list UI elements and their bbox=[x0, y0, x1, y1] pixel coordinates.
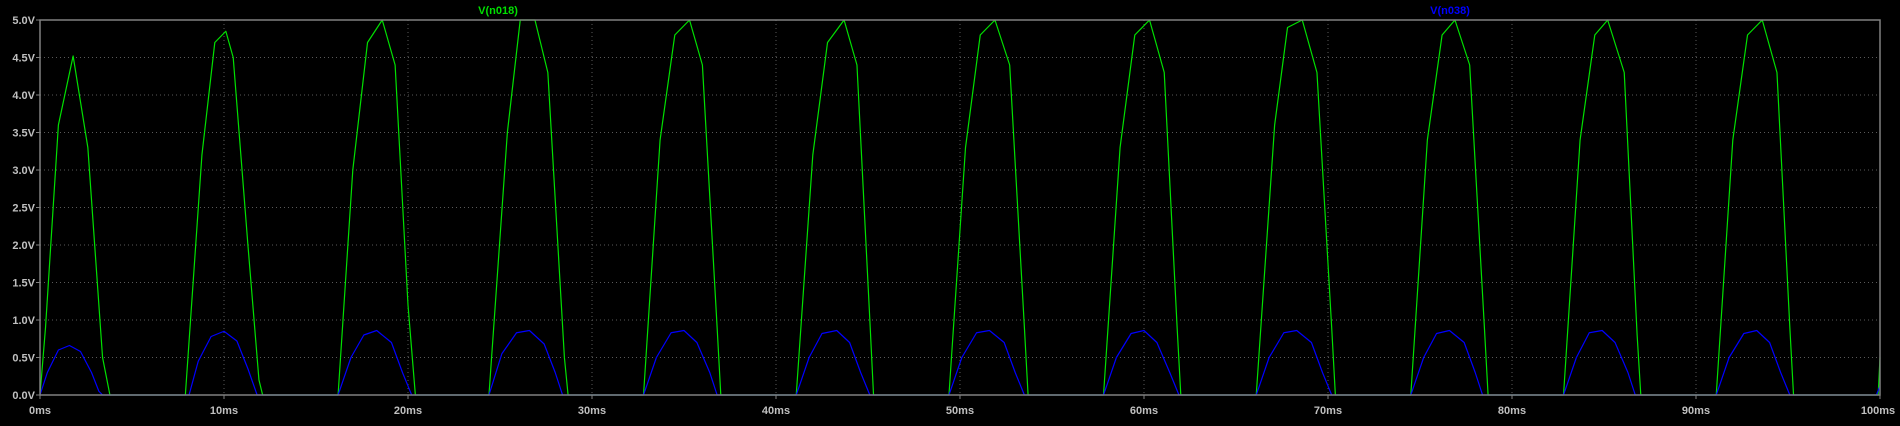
x-axis-tick-labels: 0ms 10ms 20ms 30ms 40ms 50ms 60ms 70ms 80ms 90ms 1… bbox=[29, 395, 1895, 417]
x-tick-label: 40ms bbox=[762, 405, 790, 417]
x-tick-label: 0ms bbox=[29, 405, 51, 417]
y-tick-label: 1.5V bbox=[12, 278, 35, 290]
y-tick-label: 0.5V bbox=[12, 353, 35, 365]
legend-entry[interactable]: V(n018) bbox=[478, 5, 518, 17]
x-tick-label: 70ms bbox=[1314, 405, 1342, 417]
y-tick-label: 3.0V bbox=[12, 165, 35, 177]
grid-lines bbox=[40, 20, 1880, 395]
y-tick-label: 0.0V bbox=[12, 390, 35, 402]
trace-legend: V(n018) V(n038) bbox=[478, 5, 1470, 17]
y-tick-label: 2.0V bbox=[12, 240, 35, 252]
legend-entry[interactable]: V(n038) bbox=[1430, 5, 1470, 17]
y-tick-label: 1.0V bbox=[12, 315, 35, 327]
y-tick-label: 3.5V bbox=[12, 128, 35, 140]
y-tick-label: 2.5V bbox=[12, 203, 35, 215]
x-tick-label: 20ms bbox=[394, 405, 422, 417]
x-tick-label: 50ms bbox=[946, 405, 974, 417]
x-tick-label: 80ms bbox=[1498, 405, 1526, 417]
y-axis-tick-labels: 0.0V 0.5V 1.0V 1.5V 2.0V 2.5V 3.0V 3.5V 4.0V 4.5V… bbox=[12, 15, 40, 402]
y-tick-label: 4.5V bbox=[12, 53, 35, 65]
x-tick-label: 100ms bbox=[1861, 405, 1895, 417]
y-tick-label: 4.0V bbox=[12, 90, 35, 102]
x-tick-label: 60ms bbox=[1130, 405, 1158, 417]
x-tick-label: 90ms bbox=[1682, 405, 1710, 417]
x-tick-label: 30ms bbox=[578, 405, 606, 417]
x-tick-label: 10ms bbox=[210, 405, 238, 417]
y-tick-label: 5.0V bbox=[12, 15, 35, 27]
